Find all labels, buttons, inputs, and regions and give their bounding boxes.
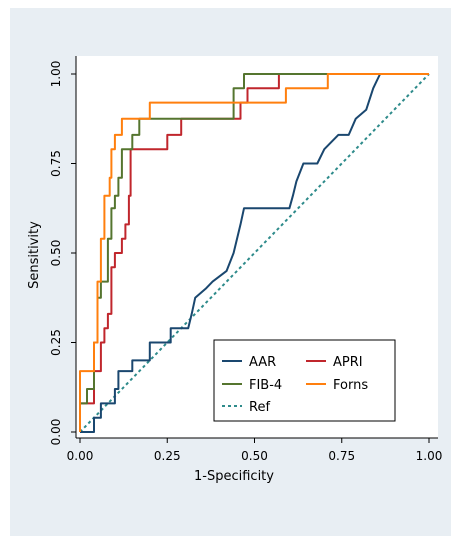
series-line-ref bbox=[79, 73, 430, 433]
axes bbox=[75, 56, 438, 439]
y-tick-label: 0.50 bbox=[49, 240, 63, 267]
x-tick-label: 0.25 bbox=[154, 449, 181, 463]
legend-label: AAR bbox=[249, 355, 276, 370]
series-line-aar bbox=[80, 73, 429, 433]
y-axis-title: Sensitivity bbox=[27, 221, 42, 289]
legend: AAR APRI FIB-4 Forns Ref bbox=[213, 339, 396, 422]
legend-label: Ref bbox=[249, 400, 270, 415]
x-axis-title: 1-Specificity bbox=[194, 469, 274, 484]
series-layer bbox=[79, 73, 430, 433]
series-line-forns bbox=[79, 73, 429, 432]
legend-label: APRI bbox=[333, 355, 363, 370]
legend-box bbox=[213, 339, 396, 422]
tick-layer: 0.00 0.25 0.50 0.75 1.00 0.00 0.25 0.50 0.75 1.00 bbox=[49, 61, 442, 463]
x-tick-label: 0.50 bbox=[241, 449, 268, 463]
y-tick-label: 0.75 bbox=[49, 150, 63, 177]
legend-label: FIB-4 bbox=[249, 378, 282, 393]
y-tick-label: 0.25 bbox=[49, 329, 63, 356]
y-tick-label: 1.00 bbox=[49, 61, 63, 88]
x-tick-label: 0.00 bbox=[67, 449, 94, 463]
x-tick-label: 1.00 bbox=[416, 449, 443, 463]
x-tick-label: 0.75 bbox=[328, 449, 355, 463]
legend-label: Forns bbox=[333, 378, 368, 393]
y-tick-label: 0.00 bbox=[49, 419, 63, 446]
series-line-apri bbox=[79, 73, 429, 432]
